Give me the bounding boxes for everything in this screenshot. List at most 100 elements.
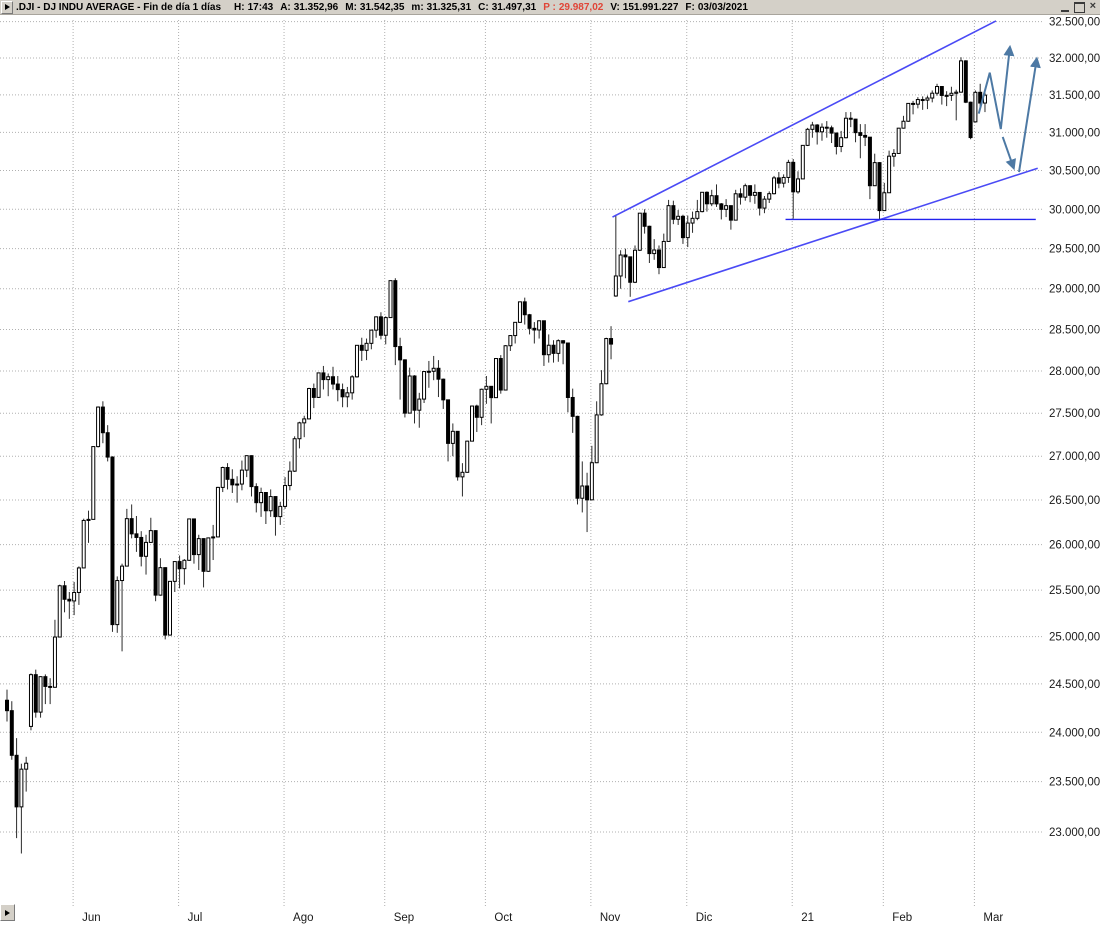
candle-body — [959, 60, 964, 93]
candle-body — [585, 485, 590, 501]
candle-body — [680, 215, 685, 239]
candle-body — [388, 280, 393, 319]
candle-body — [345, 392, 350, 398]
candle-body — [139, 536, 144, 557]
annotations[interactable] — [612, 20, 1041, 303]
candle-body — [110, 456, 115, 626]
candle-body — [513, 321, 518, 337]
candle-body — [858, 132, 863, 136]
candle-body — [748, 185, 753, 196]
candle-body — [728, 205, 733, 221]
candle-body — [287, 470, 292, 487]
forecast-arrow[interactable] — [1018, 56, 1041, 173]
maximize-icon[interactable] — [1073, 1, 1085, 13]
candle-body — [28, 674, 33, 727]
candle-body — [944, 94, 949, 97]
candle-body — [124, 518, 129, 567]
candle-body — [187, 518, 192, 561]
candle-body — [268, 496, 273, 512]
candle-body — [81, 519, 86, 569]
candle-body — [599, 383, 604, 416]
candle-body — [465, 440, 470, 473]
window-title: .DJI - DJ INDU AVERAGE - Fin de día 1 dí… — [16, 1, 222, 13]
quote-field-value: 31.352,96 — [293, 1, 339, 13]
candle-body — [383, 317, 388, 336]
candle-body — [316, 372, 321, 398]
candle-body — [244, 455, 249, 471]
quote-field-label: F: — [685, 1, 695, 13]
quote-field-label: C: — [478, 1, 489, 13]
candle-body — [129, 518, 134, 535]
panel-toggle-button[interactable] — [1, 0, 13, 14]
play-icon — [5, 909, 10, 916]
candle-body — [407, 375, 412, 414]
candle-body — [561, 340, 566, 344]
candle-body — [935, 86, 940, 94]
candle-body — [9, 710, 14, 756]
candle-body — [867, 136, 872, 187]
candle-body — [369, 329, 374, 344]
candle-body — [43, 676, 48, 687]
quote-field-value: 151.991.227 — [622, 1, 679, 13]
close-icon[interactable]: × — [1089, 0, 1096, 12]
candle-body — [474, 405, 479, 418]
candle-body — [810, 124, 815, 130]
candle-body — [906, 102, 911, 122]
candle-body — [570, 396, 575, 417]
x-axis-label: Oct — [494, 912, 513, 924]
candle-body — [215, 486, 220, 538]
minimize-icon[interactable] — [1060, 3, 1069, 12]
candle-body — [537, 320, 542, 331]
play-icon — [4, 4, 10, 10]
y-axis-label: 24.500,00 — [1049, 679, 1100, 691]
candle-body — [57, 585, 62, 638]
forecast-arrow[interactable] — [977, 44, 1015, 130]
candle-body — [307, 388, 312, 420]
upper-trendline[interactable] — [612, 20, 997, 218]
lower-trendline[interactable] — [628, 167, 1038, 303]
candle-body — [925, 97, 930, 101]
candle-body — [206, 537, 211, 572]
candle-body — [249, 455, 254, 488]
candle-body — [652, 249, 657, 255]
scroll-left-button[interactable] — [0, 904, 15, 921]
candle-body — [767, 193, 772, 200]
candle-body — [786, 161, 791, 178]
y-axis-label: 23.000,00 — [1049, 827, 1100, 839]
candle-body — [91, 446, 96, 520]
candle-body — [968, 101, 973, 139]
candle-body — [863, 134, 868, 138]
candle-body — [800, 144, 805, 180]
x-axis-label: 21 — [801, 912, 814, 924]
candle-body — [609, 338, 614, 345]
x-axis-label: Jul — [188, 912, 203, 924]
candle-body — [796, 178, 801, 193]
candle-body — [920, 99, 925, 102]
candle-body — [738, 193, 743, 198]
y-axis-label: 25.500,00 — [1049, 585, 1100, 597]
candle-body — [887, 155, 892, 194]
candle-body — [378, 316, 383, 336]
y-axis-label: 30.500,00 — [1049, 166, 1100, 178]
forecast-arrow[interactable] — [1001, 136, 1017, 171]
candle-body — [719, 203, 724, 210]
candle-body — [839, 137, 844, 148]
y-axis-label: 31.500,00 — [1049, 90, 1100, 102]
candle-body — [167, 580, 172, 636]
candle-body — [326, 376, 331, 381]
candle-body — [522, 301, 527, 316]
candle-body — [153, 530, 158, 596]
candle-body — [911, 102, 916, 105]
candle-body — [426, 370, 431, 373]
candle-body — [685, 222, 690, 239]
candle-body — [762, 198, 767, 209]
candle-body — [201, 538, 206, 572]
candle-body — [398, 346, 403, 361]
candle-body — [733, 193, 738, 221]
title-bar[interactable]: .DJI - DJ INDU AVERAGE - Fin de día 1 dí… — [0, 0, 1100, 15]
candle-body — [144, 541, 149, 557]
candle-body — [901, 120, 906, 129]
candle-body — [402, 359, 407, 414]
candle-body — [618, 254, 623, 277]
